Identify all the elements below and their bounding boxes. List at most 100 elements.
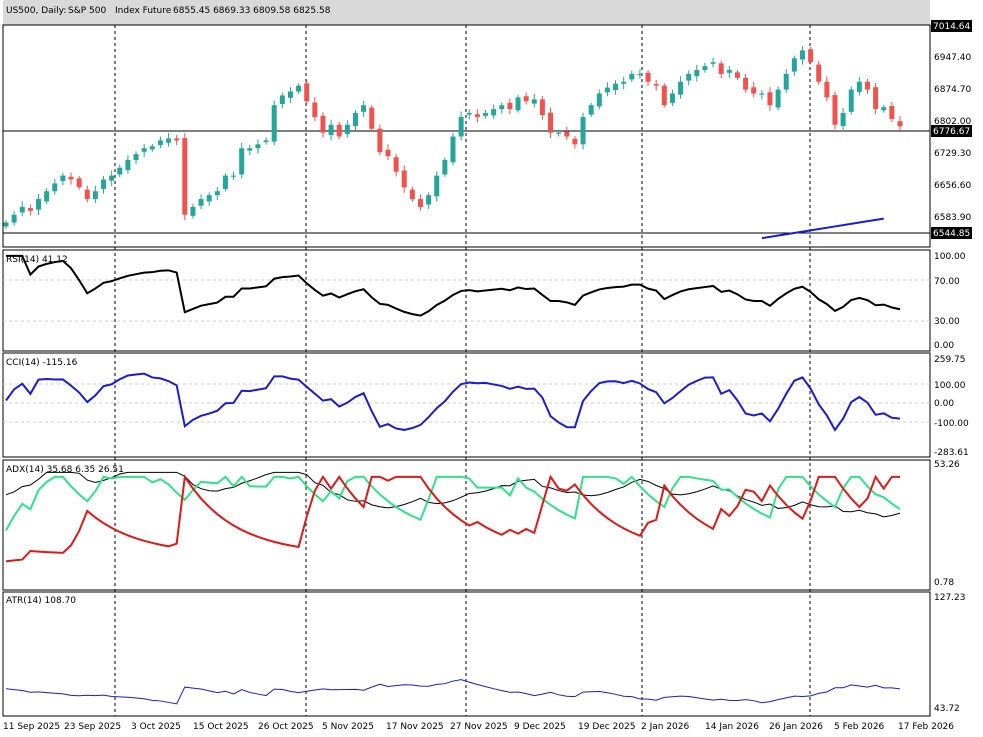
atr-title: ATR(14) 108.70 — [6, 596, 76, 606]
candle-body — [718, 63, 724, 74]
date-label: 2 Jan 2026 — [641, 722, 689, 732]
candle-body — [68, 176, 74, 180]
candle-body — [539, 99, 545, 115]
candle-body — [710, 62, 716, 64]
rsi-tick: 70.00 — [934, 277, 960, 287]
candle-body — [377, 128, 383, 153]
candle-body — [133, 154, 139, 160]
candle-body — [320, 115, 326, 133]
candle-body — [466, 113, 472, 115]
date-label: 27 Nov 2025 — [450, 722, 508, 732]
price-axis: 7014.64 6947.40 6874.70 6802.00 6776.67 … — [931, 20, 972, 239]
candle-body — [255, 144, 261, 149]
candle-body — [645, 72, 651, 82]
candle-body — [531, 99, 537, 104]
atr-tick: 127.23 — [934, 593, 966, 603]
level-label-bg-top — [931, 20, 972, 32]
candle-body — [279, 95, 285, 105]
date-separators — [114, 25, 811, 716]
header-instrument: Index Future — [115, 6, 172, 16]
candle-body — [686, 73, 692, 81]
price-tick: 6729.30 — [934, 149, 971, 159]
candle-body — [92, 191, 98, 200]
candle-body — [247, 148, 253, 151]
candle-body — [450, 136, 456, 163]
adx-plus-di-line — [5, 475, 901, 531]
candle-body — [889, 105, 895, 119]
candle-body — [613, 83, 619, 90]
candle-body — [580, 116, 586, 145]
candle-body — [824, 81, 830, 98]
candle-body — [783, 73, 789, 90]
candle-body — [743, 77, 749, 90]
candle-body — [182, 138, 188, 215]
cci-tick: 0.00 — [934, 399, 954, 409]
date-label: 15 Oct 2025 — [193, 722, 249, 732]
candle-body — [190, 206, 196, 216]
candle-body — [726, 70, 732, 73]
candle-body — [604, 87, 610, 93]
candles — [3, 46, 903, 229]
cci-title: CCI(14) -115.16 — [6, 358, 78, 368]
candle-body — [198, 199, 204, 206]
candle-body — [751, 87, 757, 94]
cci-tick: 259.75 — [934, 355, 966, 365]
candle-body — [426, 195, 432, 205]
candle-body — [678, 81, 684, 95]
candle-body — [239, 148, 245, 175]
candle-body — [84, 189, 90, 200]
level-label-top: 7014.64 — [933, 22, 970, 32]
date-label: 26 Jan 2026 — [769, 722, 823, 732]
cci-tick: -100.00 — [934, 419, 969, 429]
candle-body — [393, 157, 399, 172]
candle-body — [214, 191, 220, 196]
candle-body — [401, 170, 407, 188]
candle-body — [491, 109, 497, 116]
candle-body — [499, 105, 505, 110]
candle-body — [312, 102, 318, 117]
candle-body — [694, 70, 700, 77]
atr-tick: 43.72 — [934, 704, 960, 714]
date-label: 5 Nov 2025 — [322, 722, 374, 732]
candle-body — [734, 72, 740, 78]
candle-body — [231, 175, 237, 177]
price-tick: 6947.40 — [934, 53, 971, 63]
candle-body — [881, 107, 887, 111]
adx-tick: 0.78 — [934, 578, 954, 588]
candle-body — [637, 73, 643, 76]
header-bar — [3, 0, 930, 25]
candle-body — [515, 97, 521, 111]
candle-body — [808, 49, 814, 63]
date-label: 17 Feb 2026 — [898, 722, 954, 732]
candle-body — [369, 107, 375, 129]
candle-body — [596, 93, 602, 107]
date-label: 9 Dec 2025 — [514, 722, 566, 732]
price-tick: 6656.60 — [934, 181, 971, 191]
cci-tick: 100.00 — [934, 381, 966, 391]
candle-body — [352, 113, 358, 126]
adx-main-line — [5, 471, 901, 518]
adx-minus-di-line — [5, 474, 900, 563]
candle-body — [629, 73, 635, 80]
candle-body — [336, 124, 342, 137]
date-label: 3 Oct 2025 — [131, 722, 181, 732]
candle-body — [52, 183, 58, 192]
candle-body — [507, 102, 513, 110]
candle-body — [556, 132, 562, 134]
atr-panel — [2, 591, 931, 717]
candle-body — [799, 50, 805, 60]
header-ohlc: 6855.45 6869.33 6809.58 6825.58 — [173, 6, 331, 16]
candle-body — [328, 124, 334, 135]
candle-body — [19, 206, 25, 213]
date-label: 17 Nov 2025 — [386, 722, 444, 732]
adx-title: ADX(14) 35.68 6.35 26.51 — [6, 465, 124, 475]
rsi-tick: 30.00 — [934, 317, 960, 327]
candle-body — [296, 85, 302, 92]
cci-line — [5, 372, 901, 432]
candle-body — [44, 191, 50, 202]
candle-body — [109, 175, 115, 181]
candle-body — [840, 113, 846, 126]
candle-body — [791, 58, 797, 72]
candle-body — [442, 159, 448, 175]
adx-tick: 53.26 — [934, 460, 960, 470]
